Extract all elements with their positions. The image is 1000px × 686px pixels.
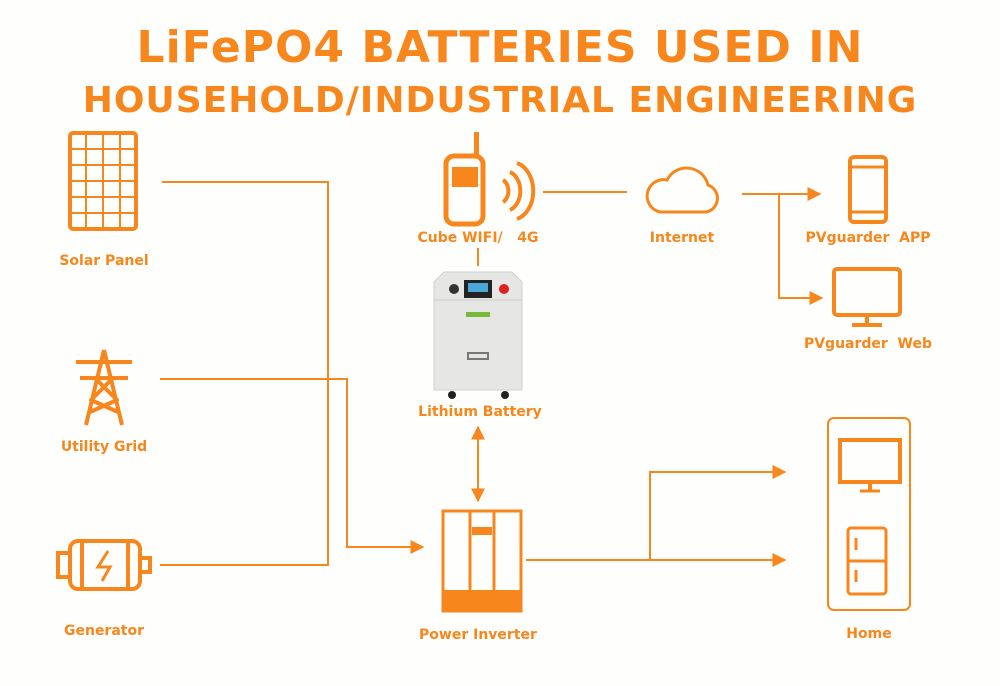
title-line-1: LiFePO4 BATTERIES USED IN xyxy=(136,22,864,73)
utility-grid-label: Utility Grid xyxy=(61,439,147,455)
battery-label: Lithium Battery xyxy=(418,404,542,420)
home-label: Home xyxy=(846,626,891,642)
home-appliances-icon xyxy=(827,417,911,611)
solar-connector xyxy=(160,181,329,566)
generator-label: Generator xyxy=(64,623,144,639)
app-label: PVguarder APP xyxy=(806,230,931,246)
internet-label: Internet xyxy=(650,230,715,246)
inverter-label: Power Inverter xyxy=(419,627,537,643)
cloud-icon xyxy=(645,166,719,214)
inverter-home-branch xyxy=(649,465,787,560)
monitor-icon xyxy=(832,267,902,327)
power-tower-icon xyxy=(76,349,132,426)
title-line-2: HOUSEHOLD/INDUSTRIAL ENGINEERING xyxy=(82,80,918,121)
wifi-label: Cube WIFI/ 4G xyxy=(417,230,538,246)
inverter-icon xyxy=(441,509,523,613)
grid-connector xyxy=(160,378,425,554)
solar-panel-icon xyxy=(68,131,138,231)
battery-cabinet-image xyxy=(433,271,523,399)
smartphone-icon xyxy=(848,155,888,224)
generator-icon xyxy=(56,539,152,591)
web-label: PVguarder Web xyxy=(804,336,932,352)
walkie-talkie-icon xyxy=(443,132,536,227)
solar-panel-label: Solar Panel xyxy=(59,253,148,269)
internet-web-connector xyxy=(778,194,824,305)
